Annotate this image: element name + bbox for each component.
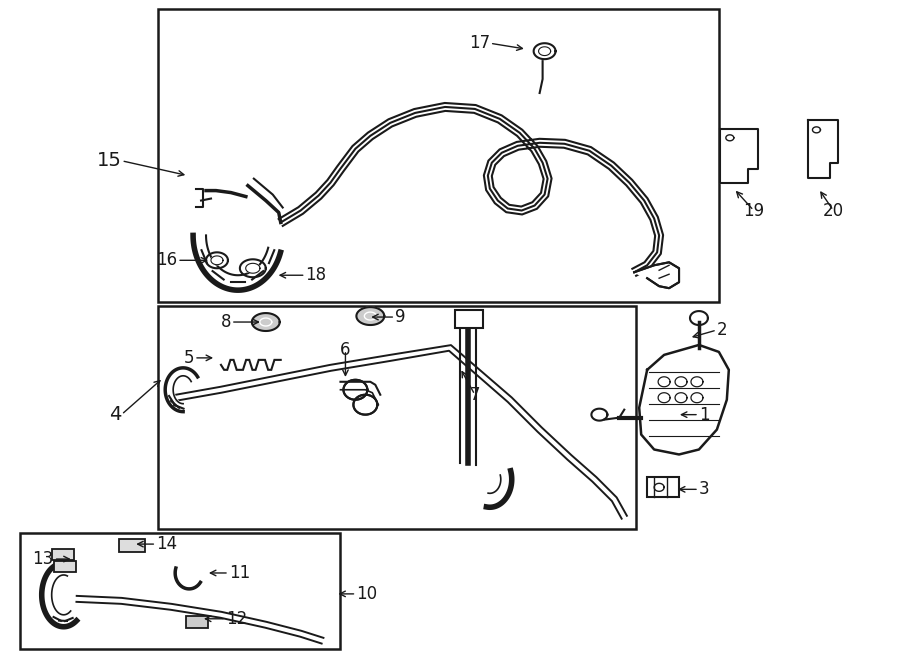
Polygon shape: [246, 263, 260, 273]
Bar: [158, 9, 719, 302]
Polygon shape: [252, 313, 280, 331]
Text: 8: 8: [220, 313, 231, 331]
Text: 6: 6: [340, 341, 351, 359]
Text: 4: 4: [109, 405, 122, 424]
Text: 18: 18: [306, 266, 327, 284]
Polygon shape: [206, 253, 228, 268]
Polygon shape: [534, 43, 555, 59]
Bar: [120, 539, 145, 552]
Polygon shape: [176, 568, 201, 589]
Polygon shape: [720, 129, 758, 182]
Bar: [158, 306, 636, 529]
Text: 11: 11: [229, 564, 250, 582]
Bar: [54, 561, 76, 572]
Bar: [186, 616, 208, 628]
Polygon shape: [211, 256, 223, 264]
Text: 20: 20: [823, 202, 844, 219]
Text: 17: 17: [469, 34, 490, 52]
Text: 13: 13: [32, 550, 54, 568]
Text: 9: 9: [395, 308, 406, 326]
Text: 16: 16: [156, 251, 177, 269]
Text: 2: 2: [717, 321, 727, 339]
Text: 7: 7: [470, 386, 480, 404]
Text: 1: 1: [699, 406, 709, 424]
Bar: [455, 310, 483, 328]
Polygon shape: [240, 259, 266, 277]
Polygon shape: [538, 47, 551, 56]
Polygon shape: [639, 345, 729, 455]
Polygon shape: [354, 395, 377, 414]
Text: 19: 19: [743, 202, 764, 219]
Text: 14: 14: [157, 535, 177, 553]
Text: 3: 3: [699, 481, 709, 498]
Text: 12: 12: [226, 610, 248, 628]
Bar: [647, 477, 679, 497]
Polygon shape: [356, 307, 384, 325]
Bar: [51, 549, 74, 560]
Polygon shape: [634, 262, 679, 288]
Text: 5: 5: [184, 349, 194, 367]
Polygon shape: [808, 120, 839, 178]
Text: 10: 10: [356, 585, 377, 603]
Bar: [20, 533, 340, 648]
Polygon shape: [344, 380, 367, 400]
Text: 15: 15: [96, 151, 122, 171]
